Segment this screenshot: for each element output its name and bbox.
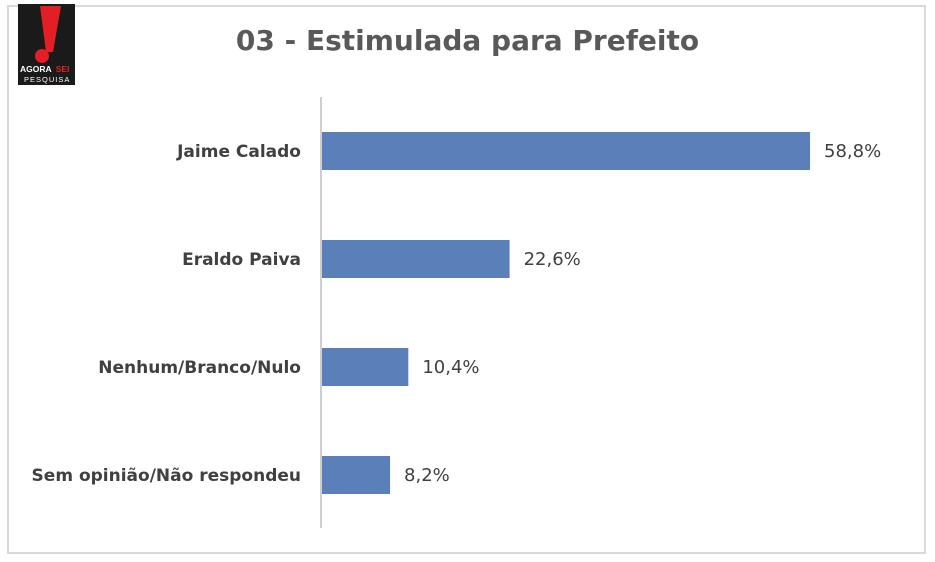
value-label-0: 58,8% [824, 141, 881, 162]
exclamation-mark-icon [40, 6, 61, 52]
svg-text:AGORA SEI: AGORA SEI [20, 64, 69, 74]
exclamation-dot-icon [35, 49, 49, 63]
chart-frame [7, 5, 926, 554]
logo-text-pesquisa: PESQUISA [24, 75, 70, 84]
value-label-1: 22,6% [524, 249, 581, 270]
category-label-2: Nenhum/Branco/Nulo [98, 358, 301, 378]
category-label-1: Eraldo Paiva [182, 250, 301, 270]
category-label-0: Jaime Calado [176, 142, 301, 162]
value-label-3: 8,2% [404, 465, 450, 486]
bar-3 [322, 456, 391, 494]
logo-text-sei: SEI [56, 64, 70, 74]
agora-sei-logo: AGORA SEI PESQUISA [18, 4, 75, 85]
value-label-2: 10,4% [422, 357, 479, 378]
logo-text-agora: AGORA [20, 64, 52, 74]
bar-2 [322, 348, 409, 386]
bar-1 [322, 240, 510, 278]
bar-0 [322, 132, 811, 170]
category-label-3: Sem opinião/Não respondeu [32, 466, 301, 486]
chart-title: 03 - Estimulada para Prefeito [235, 24, 700, 57]
